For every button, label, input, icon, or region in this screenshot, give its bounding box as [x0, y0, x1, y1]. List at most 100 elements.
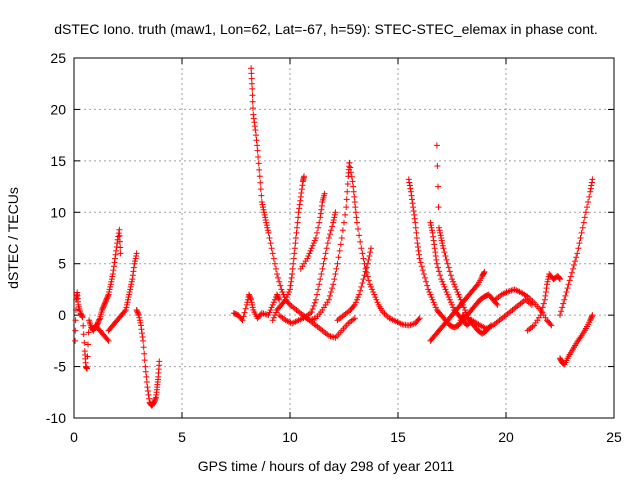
data-point	[441, 249, 448, 256]
data-point	[85, 329, 92, 336]
data-point	[439, 242, 446, 249]
data-point	[542, 292, 549, 299]
data-point	[366, 253, 373, 259]
data-point	[102, 299, 109, 306]
data-point	[242, 305, 249, 312]
data-point	[266, 309, 273, 316]
x-tick-label: 5	[178, 429, 186, 445]
data-point	[285, 289, 292, 295]
data-point	[446, 296, 453, 303]
data-point	[248, 296, 255, 303]
data-point	[273, 309, 279, 316]
data-point	[447, 272, 454, 279]
data-point	[335, 254, 342, 261]
data-point	[307, 247, 314, 254]
data-point	[99, 305, 106, 312]
data-point	[276, 278, 283, 285]
data-point	[588, 314, 595, 321]
data-points	[72, 65, 596, 409]
data-point	[411, 215, 418, 222]
data-point	[425, 286, 432, 293]
data-point	[358, 283, 365, 290]
data-point	[130, 264, 137, 271]
data-point	[370, 289, 377, 295]
data-point	[493, 300, 500, 307]
data-point	[356, 232, 363, 239]
data-point	[374, 299, 381, 306]
data-point	[258, 192, 265, 199]
data-point	[413, 229, 420, 236]
data-point	[348, 173, 355, 180]
data-point	[539, 304, 546, 311]
data-point	[316, 219, 323, 226]
data-point	[318, 206, 325, 213]
data-point	[282, 296, 289, 303]
data-point	[270, 314, 277, 321]
data-point	[365, 256, 372, 263]
x-axis-label: GPS time / hours of day 298 of year 2011	[198, 458, 455, 474]
data-point	[435, 183, 441, 190]
data-point	[538, 308, 545, 315]
data-point	[152, 395, 159, 402]
data-point	[445, 264, 452, 271]
data-point	[331, 276, 338, 283]
data-point	[311, 299, 318, 306]
data-point	[329, 285, 336, 292]
axis-ticks: 0 5 10 15 20 25 -10 -5 0 5 10 15 20 25	[46, 50, 622, 445]
data-point	[440, 281, 447, 288]
data-point	[564, 285, 571, 292]
data-point	[256, 173, 263, 180]
data-point	[582, 209, 589, 216]
data-point	[557, 312, 563, 319]
data-point	[143, 373, 150, 380]
data-point	[248, 75, 255, 82]
data-point	[412, 219, 419, 226]
chart-title: dSTEC Iono. truth (maw1, Lon=62, Lat=-67…	[54, 21, 598, 37]
data-point	[406, 179, 413, 186]
data-point	[318, 271, 325, 277]
data-point	[338, 235, 345, 241]
data-point	[361, 272, 368, 279]
data-point	[587, 317, 594, 324]
data-point	[144, 384, 151, 391]
data-point	[415, 247, 422, 254]
data-point	[575, 245, 582, 252]
data-point	[357, 287, 364, 294]
data-point	[107, 281, 114, 288]
data-point	[430, 299, 437, 306]
data-point	[255, 154, 262, 160]
data-point	[418, 263, 425, 270]
data-point	[293, 229, 300, 236]
data-point	[447, 299, 454, 306]
data-point	[287, 282, 294, 289]
data-point	[116, 238, 123, 245]
data-point	[273, 265, 279, 272]
data-point	[265, 229, 272, 236]
data-point	[566, 277, 573, 284]
data-point	[140, 337, 147, 344]
data-point	[257, 186, 264, 193]
data-point	[364, 273, 371, 280]
data-point	[561, 296, 568, 303]
data-point	[364, 260, 371, 267]
data-point	[80, 322, 87, 329]
data-point	[428, 294, 435, 301]
data-point	[354, 219, 360, 226]
data-point	[254, 142, 261, 149]
data-point	[347, 164, 354, 171]
data-point	[80, 331, 87, 338]
data-point	[365, 277, 372, 284]
data-point	[275, 294, 282, 301]
data-point	[352, 299, 359, 306]
data-point	[294, 224, 300, 231]
data-point	[330, 281, 337, 288]
data-point	[311, 237, 318, 244]
data-point	[440, 245, 447, 252]
data-point	[296, 201, 303, 208]
data-point	[436, 268, 442, 275]
x-tick-label: 20	[498, 429, 514, 445]
data-point	[247, 294, 253, 301]
data-point	[133, 250, 140, 257]
data-point	[316, 281, 323, 288]
data-point	[346, 159, 353, 166]
